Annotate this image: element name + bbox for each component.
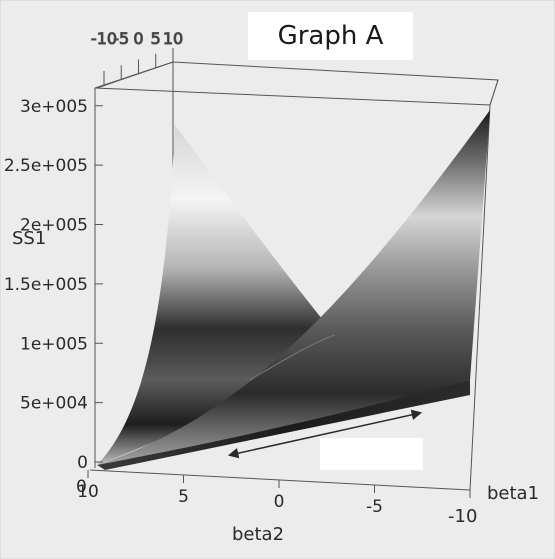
z-tick-label: 2.5e+005: [4, 156, 88, 176]
beta1-top-tick-label: -5: [113, 29, 129, 48]
surface-left-sheet: [97, 125, 335, 465]
blank-annotation-box: [320, 438, 423, 470]
beta1-top-tick-label: 5: [151, 29, 161, 48]
beta2-axis-line: [89, 469, 471, 491]
beta2-axis-label: beta2: [232, 524, 284, 545]
beta2-axis: 10 5 0 -5 0: [76, 470, 471, 517]
beta2-corner-tick-label: -10: [448, 506, 477, 527]
surface-right-sheet: [97, 110, 490, 465]
z-tick-label: 3e+005: [20, 97, 88, 117]
z-tick-label: 2e+005: [20, 216, 88, 236]
beta1-top-tick-label: -10: [91, 29, 117, 48]
beta1-top-axis: -10-5 0 5 10: [90, 29, 184, 89]
z-axis: 0 5e+004 1e+005 1.5e+005 2e+005 2.5e+005 3e+00…: [4, 97, 103, 473]
beta2-tick-label: 5: [178, 487, 189, 507]
surface-ridge: [249, 334, 336, 381]
beta2-tick-label: -5: [366, 497, 383, 517]
beta2-tick-label: 0: [274, 492, 285, 512]
double-arrow: [227, 409, 423, 459]
z-tick-label: 1e+005: [20, 334, 88, 354]
z-axis-label: SS1: [12, 228, 46, 249]
z-tick-label: 1.5e+005: [4, 275, 88, 295]
beta1-axis-label: beta1: [487, 483, 539, 504]
z-tick-label: 0: [77, 453, 88, 473]
beta2-tick-label: 10: [77, 482, 99, 502]
z-tick-label: 5e+004: [20, 394, 88, 414]
chart-title: Graph A: [248, 12, 413, 60]
beta1-top-tick-label: 0: [133, 29, 143, 48]
beta1-top-tick-label: 10: [163, 29, 183, 48]
z-zero-corner-label: 0: [76, 477, 87, 497]
